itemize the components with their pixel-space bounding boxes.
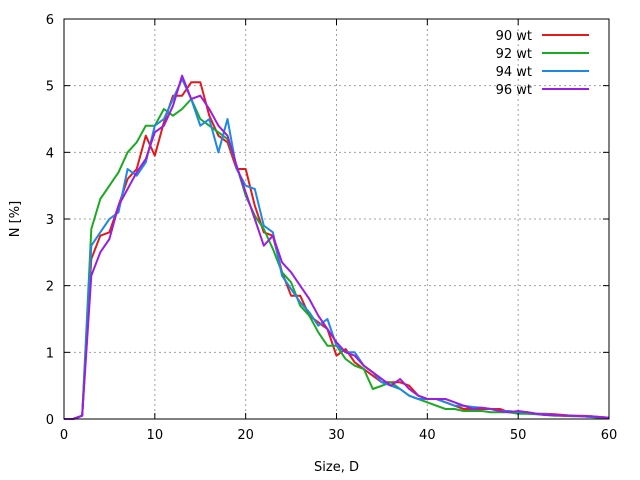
y-tick-label: 3 (46, 213, 54, 228)
x-tick-label: 20 (237, 428, 254, 443)
y-tick-label: 2 (46, 280, 54, 295)
axis-ticks: 0 10 20 30 40 50 60 0 1 2 3 4 5 6 (46, 13, 618, 443)
y-tick-label: 1 (46, 346, 54, 361)
y-tick-label: 5 (46, 80, 54, 95)
y-tick-label: 0 (46, 413, 54, 428)
legend-label: 92 wt (496, 47, 532, 62)
x-tick-label: 50 (510, 428, 527, 443)
x-tick-label: 30 (328, 428, 345, 443)
x-tick-label: 40 (419, 428, 436, 443)
plot-series (64, 74, 610, 420)
legend-label: 90 wt (496, 29, 532, 44)
x-tick-label: 0 (60, 428, 68, 443)
legend-label: 96 wt (496, 83, 532, 98)
y-tick-label: 4 (46, 146, 54, 161)
series-line (64, 78, 610, 420)
legend: 90 wt 92 wt 94 wt 96 wt (496, 29, 589, 98)
x-axis-label: Size, D (314, 460, 359, 475)
x-tick-label: 60 (601, 428, 618, 443)
y-tick-label: 6 (46, 13, 54, 28)
y-axis-label: N [%] (8, 201, 23, 237)
x-tick-label: 10 (147, 428, 164, 443)
legend-label: 94 wt (496, 65, 532, 80)
series-line (64, 74, 610, 420)
